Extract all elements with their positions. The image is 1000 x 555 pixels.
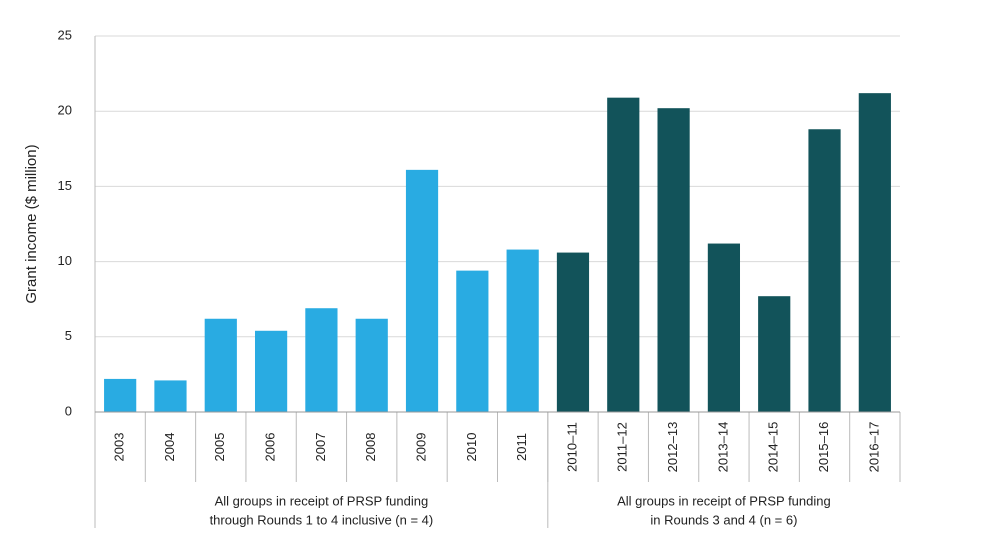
x-tick-label: 2007 bbox=[313, 433, 328, 462]
group-label: in Rounds 3 and 4 (n = 6) bbox=[650, 512, 797, 527]
x-tick-label: 2009 bbox=[413, 433, 428, 462]
bar bbox=[104, 378, 137, 412]
group-label: through Rounds 1 to 4 inclusive (n = 4) bbox=[210, 512, 434, 527]
y-tick-label: 20 bbox=[58, 103, 72, 118]
x-tick-label: 2005 bbox=[212, 433, 227, 462]
x-tick-label: 2006 bbox=[263, 433, 278, 462]
x-tick-label: 2016–17 bbox=[866, 422, 881, 473]
y-tick-label: 0 bbox=[65, 403, 72, 418]
bar bbox=[758, 296, 791, 412]
y-axis-label: Grant income ($ million) bbox=[23, 144, 40, 303]
y-tick-label: 10 bbox=[58, 253, 72, 268]
bar bbox=[707, 243, 741, 412]
group-label: All groups in receipt of PRSP funding bbox=[617, 493, 831, 508]
bar bbox=[556, 252, 590, 412]
bar bbox=[405, 169, 439, 412]
bar bbox=[305, 308, 338, 412]
y-tick-label: 15 bbox=[58, 178, 72, 193]
bar bbox=[154, 380, 187, 412]
group-label: All groups in receipt of PRSP funding bbox=[215, 493, 429, 508]
bar bbox=[355, 318, 388, 412]
y-tick-label: 5 bbox=[65, 328, 72, 343]
x-tick-label: 2015–16 bbox=[816, 422, 831, 473]
x-tick-label: 2010–11 bbox=[564, 422, 579, 472]
bar bbox=[607, 97, 640, 412]
x-tick-label: 2003 bbox=[112, 433, 127, 462]
bar bbox=[456, 270, 489, 412]
x-tick-label: 2008 bbox=[363, 433, 378, 462]
bar bbox=[204, 318, 237, 412]
y-tick-label: 25 bbox=[58, 27, 72, 42]
bar bbox=[808, 129, 841, 413]
x-tick-label: 2010 bbox=[464, 433, 479, 462]
bar bbox=[858, 93, 891, 412]
x-tick-label: 2011 bbox=[514, 433, 529, 461]
x-tick-label: 2013–14 bbox=[715, 422, 730, 473]
x-tick-label: 2004 bbox=[162, 433, 177, 462]
x-tick-label: 2012–13 bbox=[665, 422, 680, 473]
bar bbox=[254, 330, 288, 412]
x-tick-label: 2014–15 bbox=[766, 422, 781, 473]
x-tick-label: 2011–12 bbox=[615, 422, 630, 472]
bar bbox=[657, 108, 690, 412]
bar bbox=[506, 249, 539, 412]
